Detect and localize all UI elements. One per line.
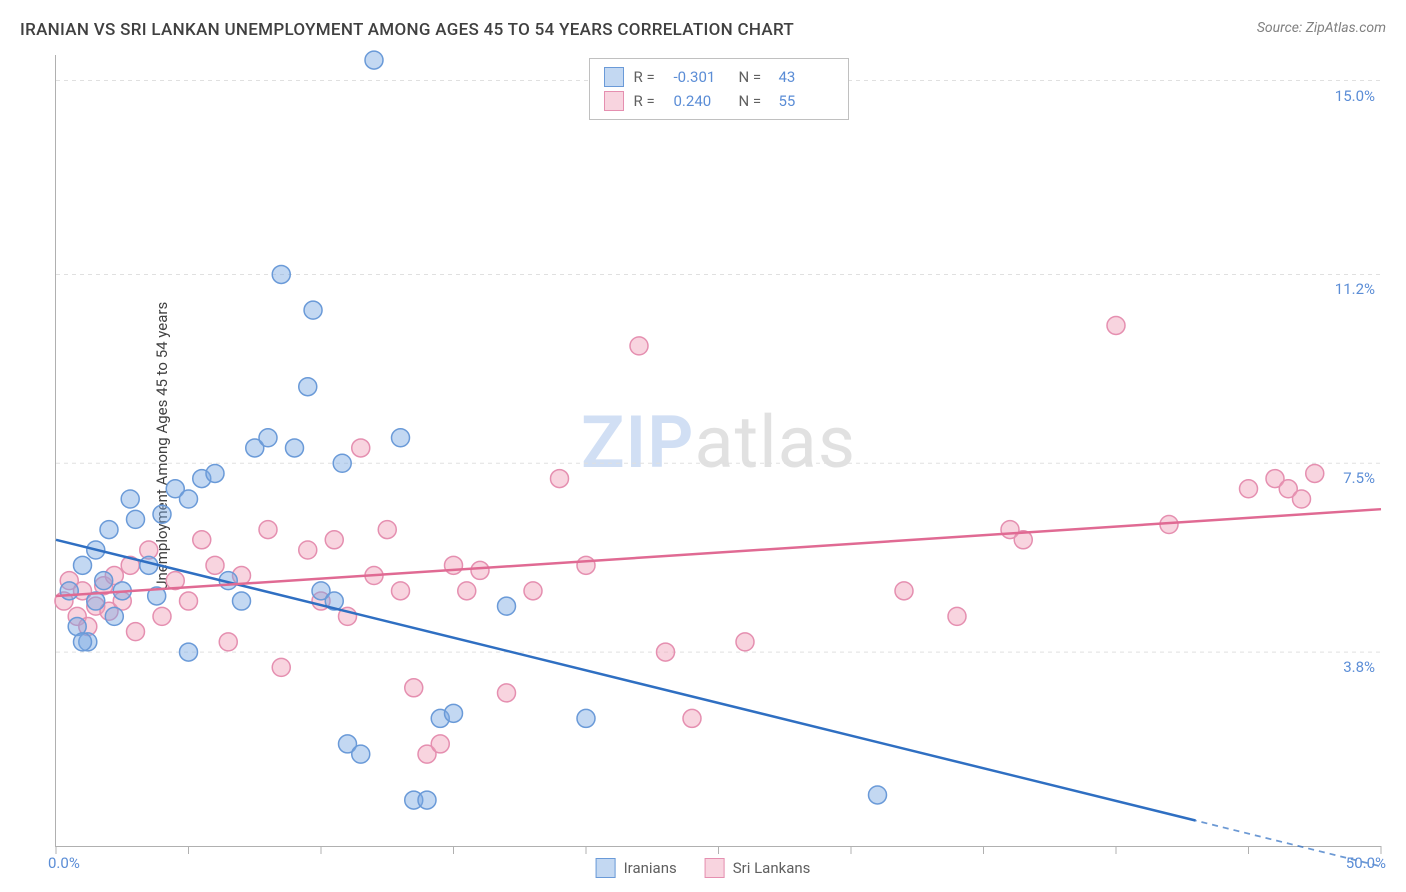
y-tick-label: 3.8% — [1343, 658, 1375, 676]
bottom-legend: Iranians Sri Lankans — [596, 858, 811, 878]
x-axis-min-label: 0.0% — [48, 854, 80, 872]
legend-label: Sri Lankans — [733, 859, 811, 877]
source-attribution: Source: ZipAtlas.com — [1257, 20, 1386, 36]
chart-area: ZIPatlas R =-0.301 N =43 R =0.240 N =55 … — [55, 55, 1381, 847]
legend-item-iranians: Iranians — [596, 858, 677, 878]
legend-item-srilankans: Sri Lankans — [705, 858, 811, 878]
y-tick-label: 15.0% — [1335, 87, 1375, 105]
blue-swatch — [596, 858, 616, 878]
blue-swatch — [604, 67, 624, 87]
stats-row-pink: R =0.240 N =55 — [604, 89, 834, 113]
x-axis-max-label: 50.0% — [1346, 854, 1386, 872]
y-tick-label: 11.2% — [1335, 280, 1375, 298]
y-tick-label: 7.5% — [1343, 469, 1375, 487]
scatter-plot — [56, 55, 1381, 846]
chart-title: IRANIAN VS SRI LANKAN UNEMPLOYMENT AMONG… — [20, 20, 794, 40]
legend-label: Iranians — [624, 859, 677, 877]
stats-legend: R =-0.301 N =43 R =0.240 N =55 — [589, 58, 849, 120]
pink-swatch — [604, 91, 624, 111]
stats-row-blue: R =-0.301 N =43 — [604, 65, 834, 89]
pink-swatch — [705, 858, 725, 878]
